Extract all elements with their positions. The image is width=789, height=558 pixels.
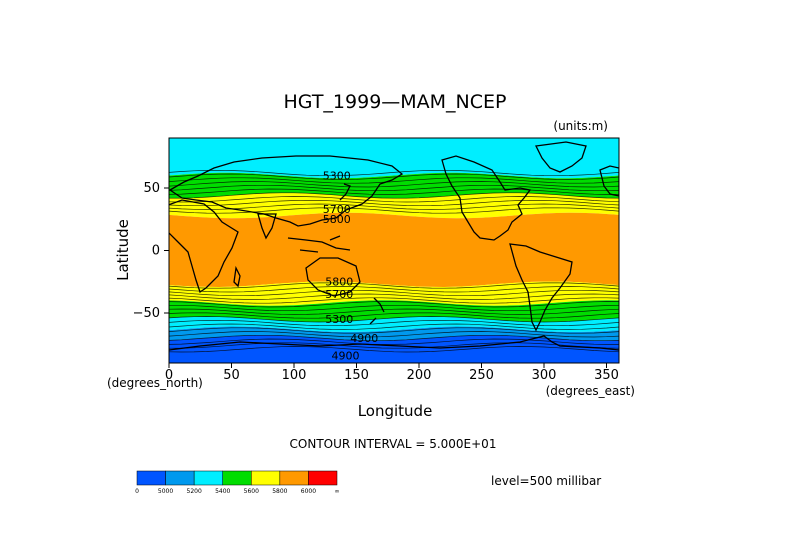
contour-line-28 (169, 346, 619, 353)
coastline-new-zealand (369, 297, 385, 325)
colorbar-label-7: ∞ (335, 488, 340, 495)
contour-line-5 (169, 188, 619, 195)
colorbar-label-1: 5000 (158, 488, 173, 495)
colorbar-label-6: 6000 (301, 488, 316, 495)
coastline-south-america (509, 243, 573, 332)
y-axis-label: Latitude (114, 219, 132, 281)
contour-line-9 (169, 203, 619, 210)
colorbar-label-5: 5800 (272, 488, 287, 495)
contour-line-10 (169, 207, 619, 214)
contour-label-2: 5800 (323, 213, 351, 226)
contour-label-1: 5700 (323, 203, 351, 216)
colorbar: 0 5000 5200 5400 5600 5800 6000 ∞ (135, 470, 340, 495)
contour-line-4 (169, 184, 619, 192)
contour-line-0 (169, 169, 619, 177)
colorbar-label-3: 5400 (215, 488, 230, 495)
contour-line-22 (169, 323, 619, 330)
colorbar-label-2: 5200 (187, 488, 202, 495)
contour-line-20 (169, 316, 619, 323)
band-6 (169, 316, 619, 332)
contour-line-7 (169, 196, 619, 203)
band-0 (169, 138, 619, 179)
contour-line-21 (169, 319, 619, 327)
colorbar-label-0: 0 (135, 488, 139, 495)
band-5 (169, 300, 619, 322)
band-2 (169, 192, 619, 219)
y-tick-label-0: −50 (133, 306, 160, 321)
contour-line-2 (169, 177, 619, 184)
colorbar-swatch-2 (193, 470, 223, 486)
y-tick-label-2: 50 (143, 181, 160, 196)
x-axis-label: Longitude (358, 402, 433, 420)
colorbar-swatch-4 (251, 470, 281, 486)
colorbar-label-4: 5600 (244, 488, 259, 495)
colorbar-swatch-6 (308, 470, 338, 486)
coastline-africa (169, 199, 239, 294)
contour-line-16 (169, 301, 619, 308)
x-tick-label-2: 100 (282, 368, 307, 383)
x-tick-label-6: 300 (532, 368, 557, 383)
x-tick-label-5: 250 (469, 368, 494, 383)
contour-line-8 (169, 199, 619, 207)
contour-label-0: 5300 (323, 169, 351, 182)
contour-line-17 (169, 304, 619, 312)
contour-line-23 (169, 327, 619, 334)
band-8 (169, 335, 619, 363)
coastlines (169, 141, 619, 351)
contour-label-4: 5700 (325, 288, 353, 301)
x-tick-label-3: 150 (344, 368, 369, 383)
coastline-north-america (441, 155, 532, 241)
coastline-greenland (535, 141, 587, 173)
colorbar-swatch-0 (136, 470, 166, 486)
coastline-madagascar (233, 265, 241, 288)
contour-line-27 (169, 342, 619, 349)
contour-bands (169, 138, 619, 363)
coastline-eurasia (169, 155, 404, 227)
contour-line-11 (169, 282, 619, 289)
x-tick-label-7: 350 (594, 368, 619, 383)
contour-line-12 (169, 286, 619, 293)
coastline-india (257, 213, 277, 240)
contour-line-14 (169, 293, 619, 300)
y-unit-note: (degrees_north) (107, 376, 203, 390)
contour-line-1 (169, 173, 619, 180)
band-3 (169, 212, 619, 287)
contour-lines (169, 169, 619, 353)
x-tick-label-1: 50 (223, 368, 240, 383)
y-axis-ticks: −50 0 50 (133, 181, 169, 321)
level-label: level=500 millibar (491, 474, 601, 488)
coastline-antarctica (169, 335, 619, 351)
x-tick-label-0: 0 (165, 368, 173, 383)
y-tick-label-1: 0 (152, 244, 160, 259)
coastline-west-europe (599, 165, 619, 197)
contour-line-6 (169, 192, 619, 199)
contour-line-25 (169, 334, 619, 342)
x-axis-ticks: 0 50 100 150 200 250 300 350 (165, 363, 619, 383)
coastline-japan (339, 183, 351, 201)
colorbar-swatch-5 (279, 470, 309, 486)
chart-title: HGT_1999—MAM_NCEP (283, 91, 506, 113)
contour-line-19 (169, 312, 619, 319)
contour-line-15 (169, 297, 619, 304)
colorbar-swatch-1 (165, 470, 195, 486)
contour-label-5: 5300 (325, 313, 353, 326)
coastline-australia (305, 257, 361, 297)
x-unit-note: (degrees_east) (546, 384, 635, 398)
contour-line-26 (169, 338, 619, 345)
band-7 (169, 326, 619, 341)
contour-label-3: 5800 (325, 276, 353, 289)
units-note: (units:m) (553, 119, 608, 133)
contour-line-13 (169, 289, 619, 297)
contour-label-7: 4900 (332, 349, 360, 362)
coastline-indonesia (287, 235, 351, 253)
contour-line-3 (169, 181, 619, 188)
x-tick-label-4: 200 (407, 368, 432, 383)
colorbar-swatch-3 (222, 470, 252, 486)
contour-interval-label: CONTOUR INTERVAL = 5.000E+01 (290, 437, 497, 451)
contour-line-24 (169, 331, 619, 338)
band-4 (169, 281, 619, 306)
contour-label-6: 4900 (350, 332, 378, 345)
